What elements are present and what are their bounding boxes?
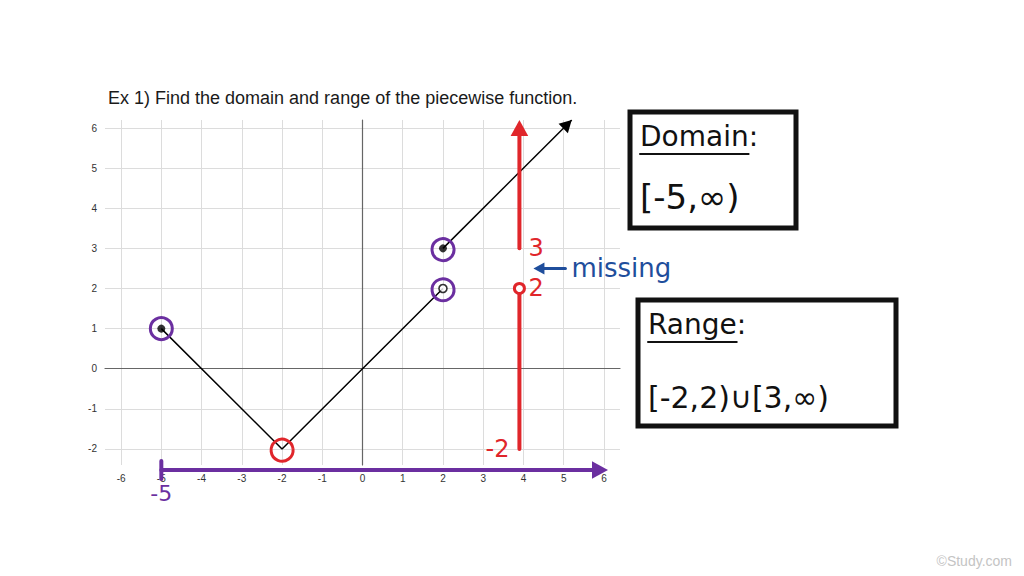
svg-text:1: 1 (400, 473, 406, 484)
svg-text:2: 2 (528, 274, 543, 302)
svg-text:-6: -6 (117, 473, 126, 484)
svg-text:4: 4 (521, 473, 527, 484)
svg-text:3: 3 (528, 234, 543, 262)
svg-text:missing: missing (571, 253, 671, 283)
svg-text:6: 6 (601, 473, 607, 484)
svg-text:-5: -5 (150, 481, 172, 506)
svg-text:1: 1 (91, 323, 97, 334)
svg-text:-3: -3 (237, 473, 246, 484)
svg-text:0: 0 (360, 473, 366, 484)
svg-text:Ex 1) Find the domain and rang: Ex 1) Find the domain and range of the p… (108, 88, 577, 108)
svg-text:-1: -1 (88, 403, 97, 414)
svg-text:3: 3 (91, 243, 97, 254)
svg-text:5: 5 (561, 473, 567, 484)
svg-text:©Study.com: ©Study.com (937, 553, 1012, 569)
svg-text:-2: -2 (278, 473, 287, 484)
svg-text:-4: -4 (197, 473, 206, 484)
svg-text:0: 0 (91, 363, 97, 374)
svg-text:2: 2 (440, 473, 446, 484)
svg-text:-2: -2 (485, 435, 509, 463)
svg-text:Domain:: Domain: (640, 120, 758, 153)
svg-text:-1: -1 (318, 473, 327, 484)
svg-text:4: 4 (91, 203, 97, 214)
svg-text:5: 5 (91, 163, 97, 174)
svg-text:Range:: Range: (648, 308, 746, 341)
svg-text:6: 6 (91, 123, 97, 134)
svg-text:2: 2 (91, 283, 97, 294)
svg-text:3: 3 (480, 473, 486, 484)
svg-text:[-2,2)∪[3,∞): [-2,2)∪[3,∞) (648, 380, 829, 415)
svg-text:-2: -2 (88, 443, 97, 454)
svg-text:[-5,∞): [-5,∞) (640, 177, 740, 217)
